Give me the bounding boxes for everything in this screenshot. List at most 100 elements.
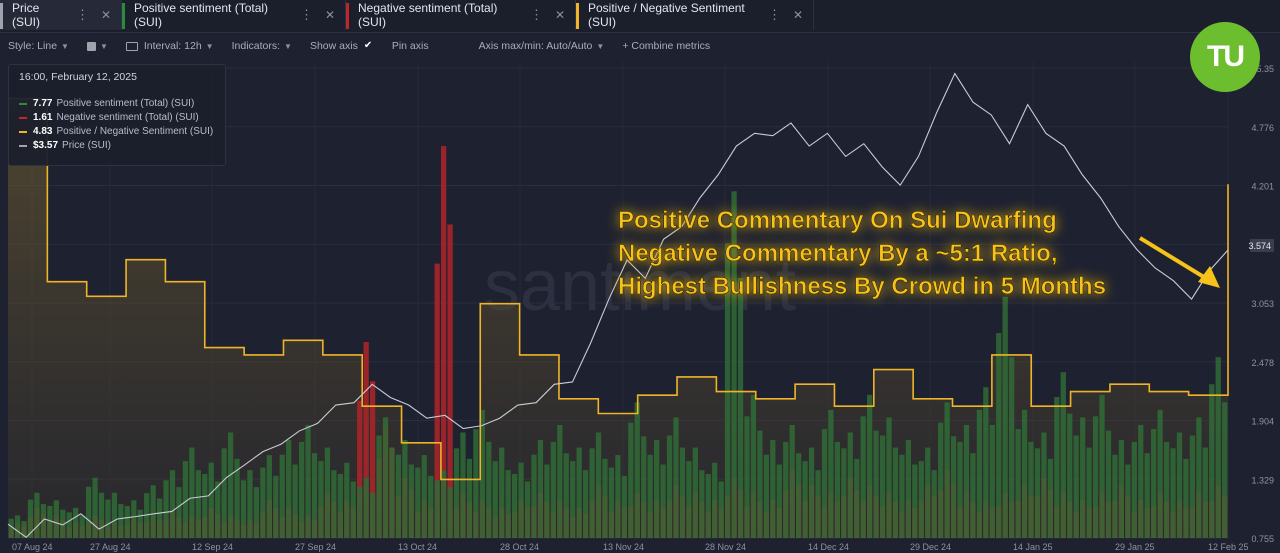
more-icon[interactable]: ⋮ (529, 7, 543, 22)
positive-bar (673, 417, 679, 538)
positive-bar (757, 430, 763, 538)
positive-bar (582, 470, 589, 538)
positive-bar (1054, 397, 1060, 538)
annotation: Positive Commentary On Sui Dwarfing Negat… (618, 207, 1220, 300)
legend-row-ratio: 4.83 Positive / Negative Sentiment (SUI) (19, 126, 213, 137)
positive-bar (1183, 458, 1189, 538)
positive-bar (505, 470, 511, 538)
tab-label: Negative sentiment (Total) (SUI) (358, 1, 498, 29)
axis-maxmin-dropdown[interactable]: Axis max/min: Auto/Auto ▼ (479, 40, 605, 52)
legend-value: 1.61 (33, 112, 53, 123)
current-price-label: 3.574 (1248, 241, 1271, 251)
close-icon[interactable]: ✕ (554, 8, 565, 22)
negative-bar (447, 224, 453, 538)
positive-bar (402, 440, 408, 538)
tab-price[interactable]: Price (SUI) ⋮ ✕ (0, 0, 122, 30)
tab-positive-sentiment[interactable]: Positive sentiment (Total) (SUI) ⋮ ✕ (122, 0, 346, 30)
positive-bar (131, 500, 137, 538)
chart-toolbar: Style: Line ▼ ▼ Interval: 12h ▼ Indicators… (0, 34, 1280, 58)
legend-name: Positive sentiment (Total) (SUI) (56, 98, 195, 109)
combine-metrics-button[interactable]: + Combine metrics (622, 40, 710, 52)
negative-bar (440, 146, 447, 538)
positive-bar (344, 462, 350, 538)
more-icon[interactable]: ⋮ (767, 7, 781, 22)
positive-bar (73, 507, 79, 538)
positive-bars (8, 191, 1228, 538)
positive-bar (705, 473, 711, 538)
legend-name: Positive / Negative Sentiment (SUI) (56, 126, 214, 137)
positive-bar (544, 464, 550, 538)
more-icon[interactable]: ⋮ (299, 7, 313, 22)
positive-bar (867, 394, 873, 538)
positive-bar (718, 481, 724, 538)
positive-bar (1215, 357, 1221, 538)
chart-legend: 16:00, February 12, 2025 7.77 Positive se… (8, 64, 226, 166)
positive-bar (350, 481, 356, 538)
positive-bar (1209, 384, 1215, 538)
positive-bar (311, 453, 318, 538)
tradingview-logo: TU (1190, 22, 1260, 92)
more-icon[interactable]: ⋮ (75, 7, 89, 22)
interval-dropdown[interactable]: Interval: 12h ▼ (125, 40, 214, 52)
positive-bar (1170, 448, 1176, 538)
show-axis-toggle[interactable]: Show axis ✔ (310, 40, 374, 52)
positive-bar (486, 441, 492, 538)
style-dropdown[interactable]: Style: Line ▼ (8, 40, 69, 52)
positive-bar (944, 402, 950, 538)
positive-bar (589, 448, 595, 538)
x-tick-label: 28 Nov 24 (705, 542, 746, 552)
positive-bar (79, 515, 85, 538)
tab-label: Positive / Negative Sentiment (SUI) (588, 1, 745, 29)
positive-bar (1189, 435, 1196, 538)
x-tick-label: 28 Oct 24 (500, 542, 539, 552)
legend-value: $3.57 (33, 140, 59, 151)
positive-bar (337, 473, 343, 538)
positive-bar (428, 475, 434, 538)
positive-bar (331, 470, 337, 538)
pin-axis-toggle[interactable]: Pin axis (392, 40, 429, 52)
positive-bar (963, 424, 970, 538)
positive-bar (1009, 357, 1015, 538)
positive-bar (1073, 435, 1079, 538)
positive-bar (550, 441, 556, 538)
y-tick-label: 1.904 (1251, 417, 1274, 427)
close-icon[interactable]: ✕ (792, 8, 803, 22)
positive-bar (34, 492, 40, 538)
tab-label: Positive sentiment (Total) (SUI) (134, 1, 269, 29)
color-picker[interactable]: ▼ (86, 41, 108, 51)
annotation-arrow (1138, 236, 1214, 284)
close-icon[interactable]: ✕ (100, 8, 111, 22)
legend-value: 4.83 (33, 126, 53, 137)
x-tick-label: 14 Dec 24 (808, 542, 849, 552)
positive-bar (511, 473, 518, 538)
positive-bar (976, 409, 983, 538)
positive-bar (305, 424, 311, 538)
positive-bar (873, 430, 879, 538)
positive-bar (783, 441, 789, 538)
tab-color-bar (576, 3, 579, 29)
positive-bar (1157, 409, 1163, 538)
positive-bar (395, 454, 402, 538)
positive-bar (105, 499, 111, 538)
positive-bar (1125, 464, 1131, 538)
tab-ratio-sentiment[interactable]: Positive / Negative Sentiment (SUI) ⋮ ✕ (576, 0, 814, 30)
tab-negative-sentiment[interactable]: Negative sentiment (Total) (SUI) ⋮ ✕ (346, 0, 576, 30)
positive-bar (1002, 296, 1008, 538)
tab-label: Price (SUI) (12, 1, 40, 29)
positive-bar (182, 461, 189, 538)
positive-bar (195, 470, 201, 538)
positive-bar (499, 447, 505, 538)
indicators-dropdown[interactable]: Indicators: ▼ (232, 40, 292, 52)
positive-bar (389, 447, 395, 538)
legend-date: 16:00, February 12, 2025 (19, 71, 137, 83)
positive-bar (227, 432, 234, 538)
positive-bar (382, 417, 389, 538)
positive-bar (983, 387, 989, 538)
positive-bar (8, 518, 14, 538)
positive-bar (660, 464, 666, 538)
chart-area[interactable]: santiment 5.354.7764.2013.6273.0532.4781… (0, 60, 1280, 553)
positive-bar (40, 504, 47, 538)
positive-bar (1131, 441, 1137, 538)
positive-bar (1099, 394, 1105, 538)
close-icon[interactable]: ✕ (324, 8, 335, 22)
